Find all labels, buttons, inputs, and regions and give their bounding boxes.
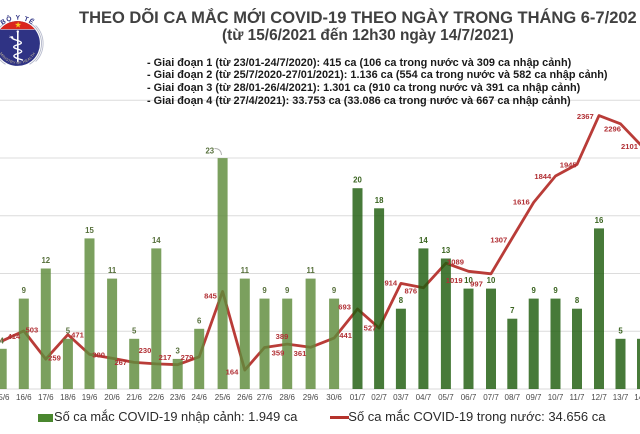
svg-text:164: 164 [226, 367, 239, 376]
svg-text:11: 11 [108, 266, 117, 275]
svg-text:21/6: 21/6 [126, 393, 142, 402]
svg-text:20/6: 20/6 [104, 393, 120, 402]
svg-text:2367: 2367 [577, 112, 594, 121]
svg-text:6: 6 [197, 316, 202, 325]
svg-text:361: 361 [294, 349, 307, 358]
svg-text:279: 279 [181, 353, 194, 362]
svg-text:845: 845 [204, 291, 217, 300]
svg-text:06/7: 06/7 [461, 393, 477, 402]
svg-text:230: 230 [139, 346, 152, 355]
svg-text:259: 259 [48, 354, 61, 363]
svg-text:2101: 2101 [621, 142, 639, 151]
svg-text:13: 13 [442, 246, 451, 255]
svg-text:9: 9 [332, 286, 337, 295]
svg-text:1019: 1019 [446, 276, 463, 285]
svg-text:267: 267 [114, 358, 127, 367]
svg-text:2296: 2296 [604, 125, 621, 134]
svg-text:12: 12 [41, 256, 50, 265]
svg-text:16: 16 [595, 216, 604, 225]
svg-text:14: 14 [152, 236, 161, 245]
svg-text:08/7: 08/7 [505, 393, 521, 402]
svg-text:7: 7 [510, 306, 514, 315]
svg-text:9: 9 [262, 286, 267, 295]
svg-text:9: 9 [553, 286, 558, 295]
svg-text:414: 414 [8, 332, 21, 341]
svg-text:9: 9 [22, 286, 27, 295]
svg-text:15: 15 [85, 226, 94, 235]
svg-text:20: 20 [353, 176, 362, 185]
svg-text:503: 503 [26, 326, 39, 335]
svg-text:527: 527 [364, 324, 377, 333]
svg-text:10/7: 10/7 [548, 393, 564, 402]
svg-text:10: 10 [487, 276, 496, 285]
svg-text:09/7: 09/7 [526, 393, 542, 402]
svg-text:03/7: 03/7 [393, 393, 409, 402]
svg-text:14: 14 [419, 236, 428, 245]
svg-text:07/7: 07/7 [483, 393, 499, 402]
svg-text:441: 441 [339, 331, 352, 340]
svg-text:1844: 1844 [534, 172, 552, 181]
svg-text:11/7: 11/7 [570, 393, 586, 402]
svg-text:997: 997 [470, 280, 483, 289]
svg-text:359: 359 [272, 349, 285, 358]
svg-text:876: 876 [404, 286, 417, 295]
svg-text:13/7: 13/7 [613, 393, 629, 402]
svg-text:02/7: 02/7 [371, 393, 387, 402]
svg-text:26/6: 26/6 [237, 393, 253, 402]
svg-text:9: 9 [285, 286, 290, 295]
svg-text:5: 5 [66, 326, 71, 335]
svg-text:23/6: 23/6 [170, 393, 186, 402]
svg-text:1089: 1089 [447, 257, 464, 266]
svg-text:28/6: 28/6 [279, 393, 295, 402]
svg-text:1616: 1616 [513, 198, 530, 207]
svg-text:693: 693 [338, 303, 351, 312]
svg-text:1945: 1945 [560, 161, 578, 170]
svg-text:05/7: 05/7 [438, 393, 454, 402]
svg-text:16/6: 16/6 [16, 393, 32, 402]
svg-text:24/6: 24/6 [191, 393, 207, 402]
svg-text:30/6: 30/6 [326, 393, 342, 402]
svg-text:27/6: 27/6 [257, 393, 273, 402]
svg-text:300: 300 [92, 350, 105, 359]
svg-text:11: 11 [241, 266, 250, 275]
svg-text:389: 389 [276, 332, 289, 341]
svg-text:217: 217 [159, 353, 172, 362]
svg-text:8: 8 [399, 296, 404, 305]
svg-text:914: 914 [384, 278, 397, 287]
svg-text:01/7: 01/7 [350, 393, 366, 402]
svg-text:17/6: 17/6 [38, 393, 54, 402]
svg-text:8: 8 [575, 296, 580, 305]
svg-text:12/7: 12/7 [591, 393, 607, 402]
svg-text:29/6: 29/6 [303, 393, 319, 402]
svg-text:18/6: 18/6 [60, 393, 76, 402]
svg-text:4: 4 [0, 336, 5, 345]
svg-text:11: 11 [306, 266, 315, 275]
svg-text:9: 9 [532, 286, 537, 295]
svg-text:22/6: 22/6 [149, 393, 165, 402]
svg-text:15/6: 15/6 [0, 393, 10, 402]
svg-text:18: 18 [375, 196, 384, 205]
svg-text:19/6: 19/6 [82, 393, 98, 402]
svg-text:1307: 1307 [490, 236, 507, 245]
svg-text:14/7: 14/7 [634, 393, 640, 402]
svg-text:5: 5 [618, 326, 623, 335]
svg-text:23: 23 [205, 146, 214, 155]
svg-text:5: 5 [132, 326, 137, 335]
svg-text:04/7: 04/7 [416, 393, 432, 402]
svg-text:471: 471 [71, 331, 84, 340]
svg-text:25/6: 25/6 [215, 393, 231, 402]
